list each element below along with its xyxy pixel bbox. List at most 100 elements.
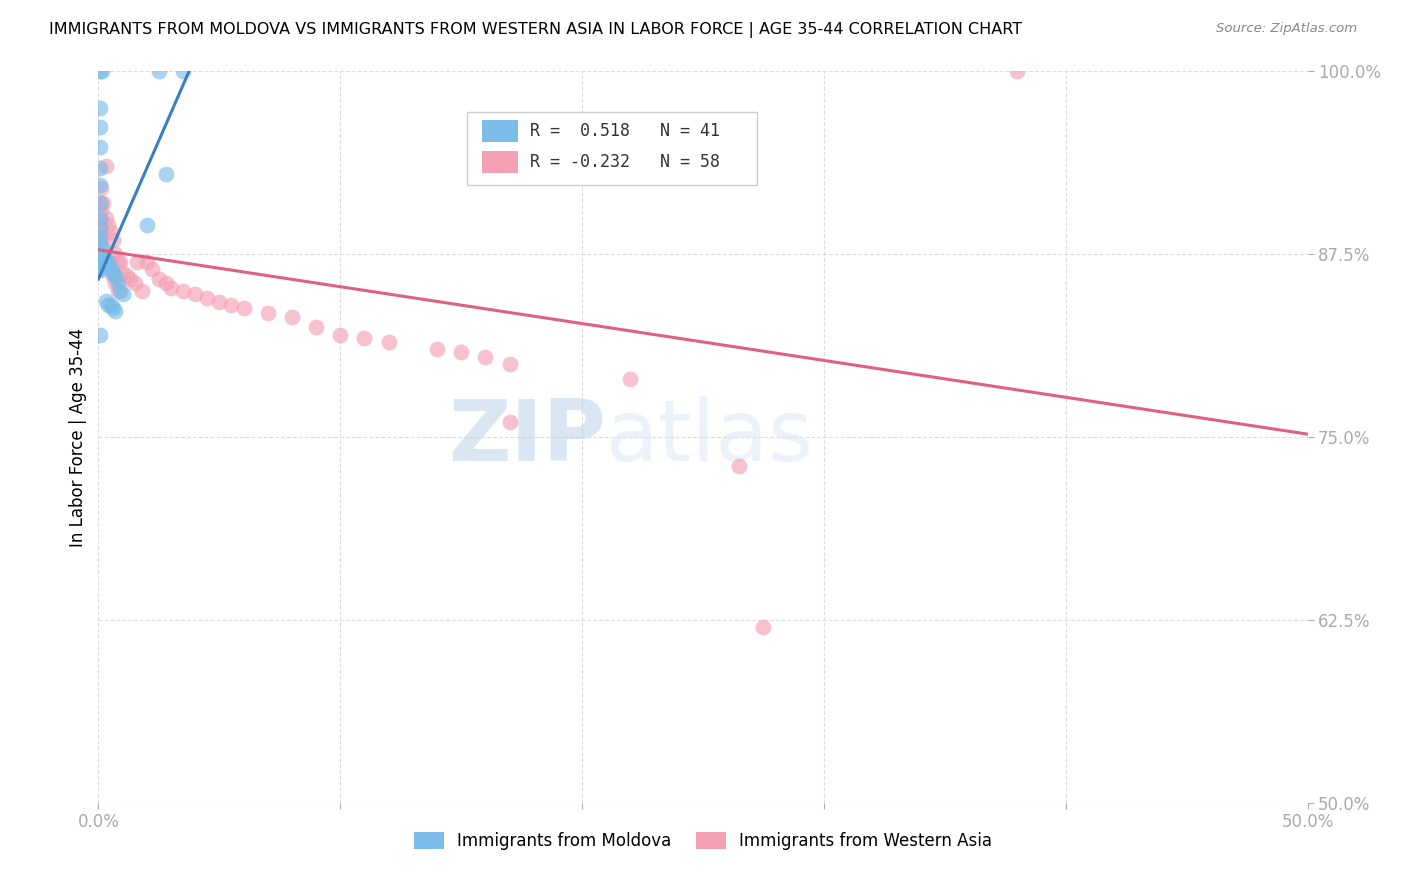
Point xyxy=(89,263,111,277)
Point xyxy=(91,247,114,261)
Point xyxy=(97,218,120,232)
Point xyxy=(90,261,112,276)
Bar xyxy=(482,120,517,143)
Point xyxy=(90,196,112,211)
Point xyxy=(97,254,120,268)
Point xyxy=(91,243,114,257)
Point xyxy=(89,229,111,244)
Legend: Immigrants from Moldova, Immigrants from Western Asia: Immigrants from Moldova, Immigrants from… xyxy=(406,825,1000,856)
Point xyxy=(752,620,775,634)
Point xyxy=(90,247,112,261)
Point xyxy=(91,196,114,211)
Point xyxy=(124,277,146,291)
Point xyxy=(89,249,111,263)
Point xyxy=(89,196,111,211)
Point xyxy=(232,301,254,316)
Point xyxy=(474,350,496,364)
Point xyxy=(141,261,163,276)
Point xyxy=(94,257,117,271)
Point xyxy=(256,306,278,320)
Point xyxy=(89,220,111,235)
Point xyxy=(100,261,122,276)
Point xyxy=(89,243,111,257)
Point xyxy=(104,247,127,261)
Point xyxy=(94,293,117,308)
Text: Source: ZipAtlas.com: Source: ZipAtlas.com xyxy=(1216,22,1357,36)
Point xyxy=(111,286,134,301)
Point xyxy=(100,225,122,239)
Point xyxy=(97,257,120,271)
Point xyxy=(91,64,114,78)
Point xyxy=(90,181,112,195)
Point xyxy=(90,240,112,254)
Point xyxy=(281,310,304,325)
Point xyxy=(155,277,177,291)
Point xyxy=(118,272,141,286)
Point xyxy=(111,266,134,280)
Point xyxy=(91,247,114,261)
Point xyxy=(101,301,124,316)
Point xyxy=(94,254,117,268)
Point xyxy=(100,254,122,268)
Point xyxy=(90,203,112,218)
Point xyxy=(104,277,127,291)
Point xyxy=(97,298,120,312)
Point xyxy=(89,327,111,342)
Point xyxy=(89,161,111,175)
Point xyxy=(426,343,449,357)
Point xyxy=(89,140,111,154)
Point xyxy=(377,334,399,349)
Point xyxy=(127,254,149,268)
Point xyxy=(90,213,112,227)
Point xyxy=(195,291,218,305)
Point xyxy=(90,220,112,235)
Bar xyxy=(482,151,517,173)
Point xyxy=(107,277,129,291)
Point xyxy=(1007,64,1029,78)
Point xyxy=(89,120,111,134)
Point xyxy=(104,269,127,284)
Point xyxy=(329,327,352,342)
Point xyxy=(184,286,207,301)
Point xyxy=(208,295,231,310)
Point xyxy=(94,211,117,225)
Point xyxy=(148,64,170,78)
Point xyxy=(101,266,124,280)
Point xyxy=(135,254,157,268)
Point xyxy=(90,225,112,239)
Point xyxy=(89,101,111,115)
Text: IMMIGRANTS FROM MOLDOVA VS IMMIGRANTS FROM WESTERN ASIA IN LABOR FORCE | AGE 35-: IMMIGRANTS FROM MOLDOVA VS IMMIGRANTS FR… xyxy=(49,22,1022,38)
Point xyxy=(107,284,129,298)
Point xyxy=(90,233,112,247)
Point xyxy=(97,254,120,268)
Point xyxy=(305,320,328,334)
Point xyxy=(221,298,243,312)
Point xyxy=(131,284,153,298)
Point xyxy=(104,304,127,318)
Text: atlas: atlas xyxy=(606,395,814,479)
Text: R = -0.232   N = 58: R = -0.232 N = 58 xyxy=(530,153,720,171)
Point xyxy=(101,233,124,247)
Point xyxy=(89,254,111,268)
Point xyxy=(148,272,170,286)
Point xyxy=(498,416,520,430)
Point xyxy=(450,345,472,359)
Point xyxy=(89,237,111,252)
Point xyxy=(89,178,111,193)
Point xyxy=(172,284,194,298)
Point xyxy=(89,259,111,273)
Y-axis label: In Labor Force | Age 35-44: In Labor Force | Age 35-44 xyxy=(69,327,87,547)
Point xyxy=(89,64,111,78)
Point xyxy=(135,218,157,232)
Point xyxy=(107,254,129,268)
Point xyxy=(728,459,751,474)
Point xyxy=(172,64,194,78)
Point xyxy=(619,371,641,385)
Text: R =  0.518   N = 41: R = 0.518 N = 41 xyxy=(530,122,720,140)
Point xyxy=(155,167,177,181)
Point xyxy=(108,254,131,268)
FancyBboxPatch shape xyxy=(467,112,758,185)
Point xyxy=(91,254,114,268)
Text: ZIP: ZIP xyxy=(449,395,606,479)
Point xyxy=(100,298,122,312)
